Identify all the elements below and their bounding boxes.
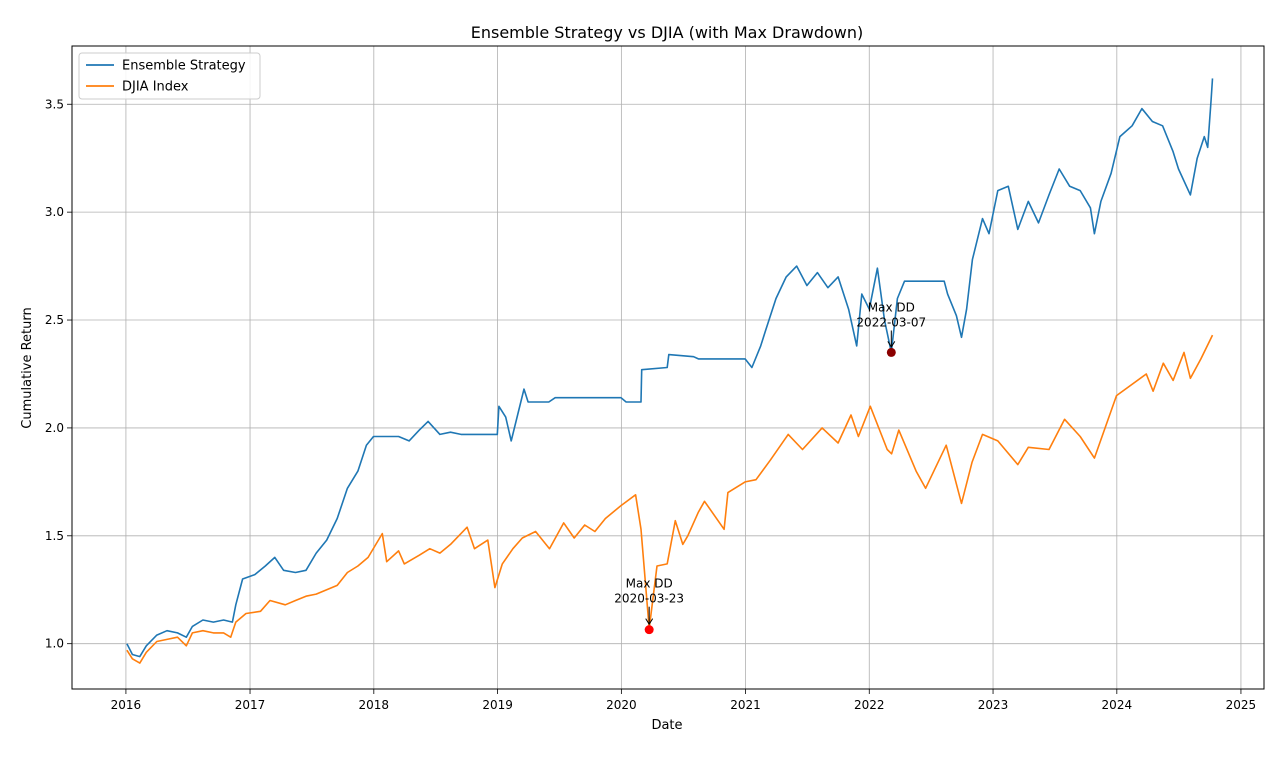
y-tick-label: 3.5 bbox=[45, 97, 64, 111]
annotation-label: Max DD bbox=[626, 577, 673, 591]
x-tick-label: 2021 bbox=[730, 698, 761, 712]
series-line-djia-index bbox=[126, 334, 1214, 664]
series-lines bbox=[126, 78, 1214, 664]
y-tick-label: 2.0 bbox=[45, 421, 64, 435]
x-tick-label: 2019 bbox=[482, 698, 513, 712]
annotation-date: 2020-03-23 bbox=[614, 592, 684, 606]
max-drawdown-marker bbox=[886, 347, 896, 357]
plot-frame bbox=[71, 45, 1265, 690]
legend-label: Ensemble Strategy bbox=[122, 59, 246, 74]
x-tick-label: 2017 bbox=[235, 698, 266, 712]
x-tick-label: 2025 bbox=[1226, 698, 1257, 712]
series-line-ensemble-strategy bbox=[126, 78, 1214, 658]
y-tick-label: 1.0 bbox=[45, 637, 64, 651]
x-tick-label: 2023 bbox=[978, 698, 1009, 712]
annotation-label: Max DD bbox=[868, 301, 915, 315]
legend-frame bbox=[78, 52, 261, 100]
legend: Ensemble Strategy DJIA Index bbox=[78, 52, 261, 100]
y-tick-label: 2.5 bbox=[45, 313, 64, 327]
annotation-arrow-head bbox=[645, 618, 654, 626]
x-tick-label: 2018 bbox=[359, 698, 390, 712]
annotation-arrow-head bbox=[887, 341, 896, 348]
x-tick-label: 2020 bbox=[606, 698, 637, 712]
y-tick-label: 1.5 bbox=[45, 529, 64, 543]
y-axis-label: Cumulative Return bbox=[20, 307, 35, 428]
grid bbox=[72, 46, 1264, 689]
x-tick-label: 2022 bbox=[854, 698, 885, 712]
x-tick-label: 2024 bbox=[1102, 698, 1133, 712]
max-drawdown-marker bbox=[644, 625, 654, 635]
axis-ticks: 2016 2017 2018 2019 2020 2021 2022 2023 2024 2025… bbox=[45, 97, 1256, 712]
legend-label: DJIA Index bbox=[122, 80, 189, 95]
y-tick-label: 3.0 bbox=[45, 205, 64, 219]
chart-title: Ensemble Strategy vs DJIA (with Max Draw… bbox=[471, 23, 864, 42]
x-axis-label: Date bbox=[651, 718, 682, 733]
annotation-date: 2022-03-07 bbox=[856, 316, 926, 330]
x-tick-label: 2016 bbox=[111, 698, 142, 712]
